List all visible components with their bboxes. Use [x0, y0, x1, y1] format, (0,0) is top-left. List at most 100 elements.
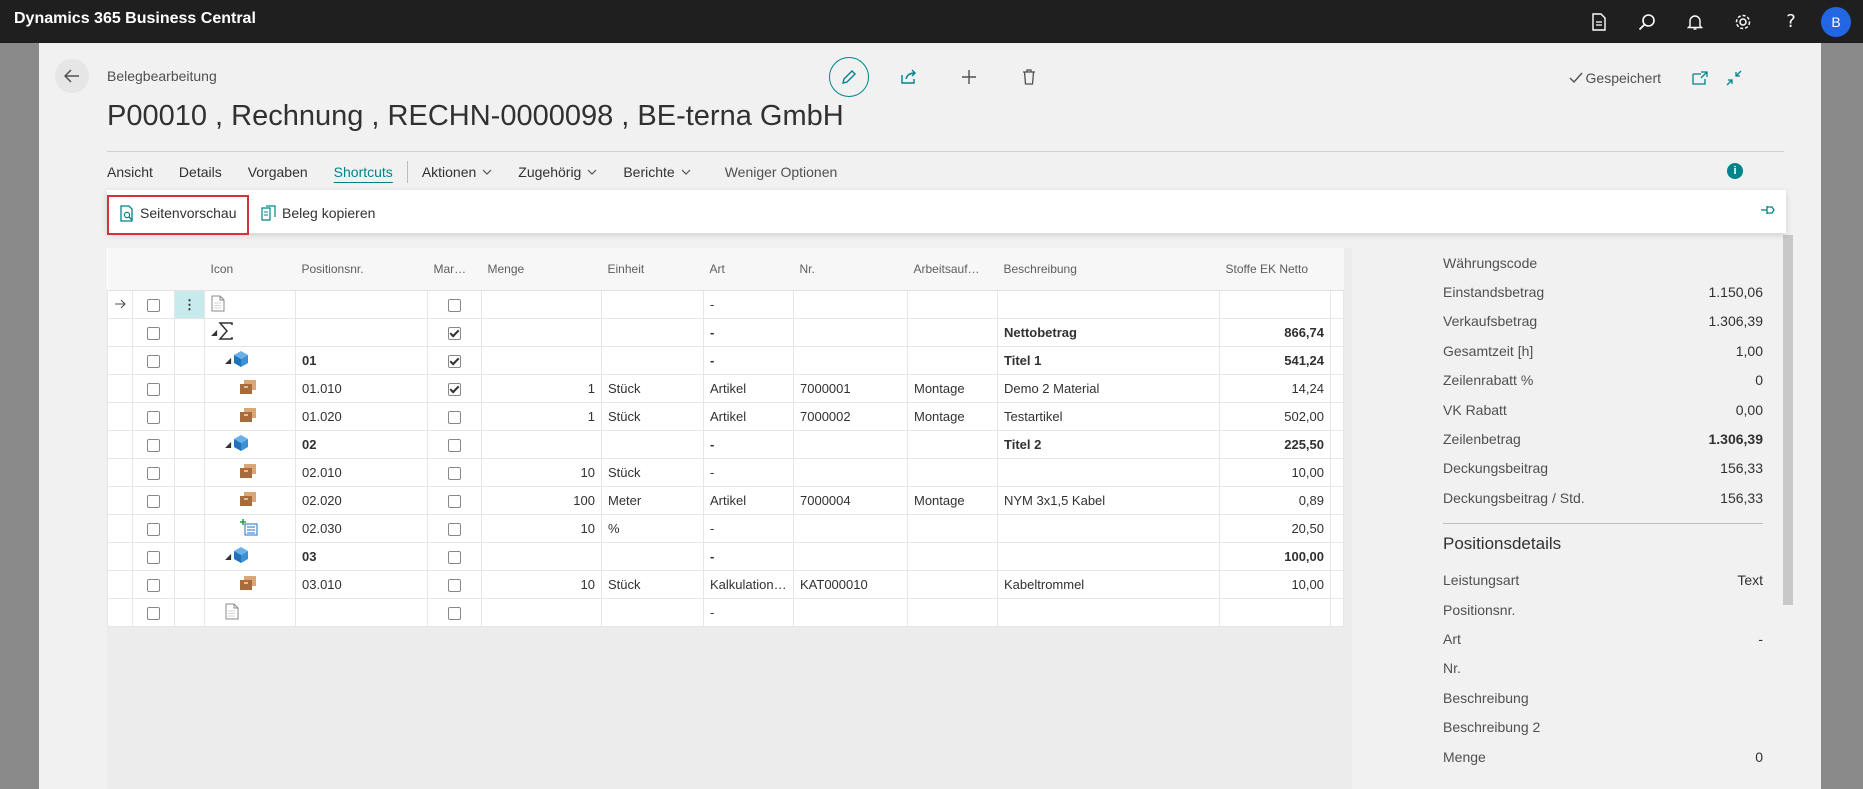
cell-quantity[interactable]: 10	[481, 458, 602, 487]
table-row[interactable]: 01.020 1 Stück Artikel 7000002 Montage Testart…	[107, 402, 1344, 431]
menu-details[interactable]: Details	[178, 164, 222, 180]
cell-work-type[interactable]	[907, 542, 998, 571]
cell-quantity[interactable]: 1	[481, 402, 602, 431]
cell-unit[interactable]: Stück	[601, 458, 704, 487]
row-actions-button[interactable]	[174, 570, 205, 599]
row-select-checkbox[interactable]	[132, 486, 175, 515]
cell-quantity[interactable]	[481, 542, 602, 571]
cell-position[interactable]: 01	[295, 346, 428, 375]
cell-cost-net[interactable]: 10,00	[1219, 458, 1331, 487]
table-row[interactable]: ⋮ -	[107, 290, 1344, 319]
cell-position[interactable]: 03	[295, 542, 428, 571]
cell-unit[interactable]: Stück	[601, 570, 704, 599]
cell-number[interactable]	[793, 458, 908, 487]
cell-description[interactable]	[997, 542, 1220, 571]
row-select-checkbox[interactable]	[132, 458, 175, 487]
cell-marked[interactable]	[427, 374, 482, 403]
cell-marked[interactable]	[427, 458, 482, 487]
col-header-icon[interactable]: Icon	[204, 248, 296, 291]
table-row[interactable]: ◢ 01 - Titel 1 541,24	[107, 346, 1344, 375]
cell-marked[interactable]	[427, 430, 482, 459]
cell-work-type[interactable]: Montage	[907, 374, 998, 403]
row-select-checkbox[interactable]	[132, 402, 175, 431]
cell-work-type[interactable]	[907, 514, 998, 543]
factbox-value[interactable]: 0	[1755, 372, 1763, 389]
row-select-checkbox[interactable]	[132, 514, 175, 543]
factbox-value[interactable]: Text	[1737, 572, 1763, 589]
cell-work-type[interactable]	[907, 598, 998, 627]
cell-quantity[interactable]: 100	[481, 486, 602, 515]
scrollbar-thumb[interactable]	[1783, 235, 1793, 605]
cell-position[interactable]: 01.020	[295, 402, 428, 431]
col-header-marked[interactable]: Mar…	[427, 248, 482, 291]
cell-description[interactable]: Kabeltrommel	[997, 570, 1220, 599]
row-actions-button[interactable]: ⋮	[174, 290, 205, 319]
factbox-value[interactable]: 1.306,39	[1708, 313, 1764, 330]
cell-number[interactable]	[793, 514, 908, 543]
table-row[interactable]: 01.010 1 Stück Artikel 7000001 Montage Demo 2 …	[107, 374, 1344, 403]
cell-work-type[interactable]	[907, 318, 998, 347]
share-button[interactable]	[879, 57, 939, 97]
cell-description[interactable]	[997, 514, 1220, 543]
cell-number[interactable]: 7000004	[793, 486, 908, 515]
cell-quantity[interactable]: 1	[481, 374, 602, 403]
row-select-checkbox[interactable]	[132, 542, 175, 571]
cell-cost-net[interactable]: 20,50	[1219, 514, 1331, 543]
cell-unit[interactable]	[601, 598, 704, 627]
cell-quantity[interactable]	[481, 346, 602, 375]
cell-cost-net[interactable]: 502,00	[1219, 402, 1331, 431]
row-select-checkbox[interactable]	[132, 570, 175, 599]
row-select-checkbox[interactable]	[132, 598, 175, 627]
cell-position[interactable]: 02.030	[295, 514, 428, 543]
cell-cost-net[interactable]: 541,24	[1219, 346, 1331, 375]
cell-number[interactable]	[793, 430, 908, 459]
cell-unit[interactable]	[601, 430, 704, 459]
cell-description[interactable]: Testartikel	[997, 402, 1220, 431]
menu-zugehoerig[interactable]: Zugehörig	[518, 164, 597, 180]
delete-button[interactable]	[999, 57, 1059, 97]
table-row[interactable]: -	[107, 598, 1344, 627]
row-actions-button[interactable]	[174, 346, 205, 375]
cell-description[interactable]	[997, 290, 1220, 319]
cell-work-type[interactable]: Montage	[907, 486, 998, 515]
user-avatar[interactable]: B	[1821, 6, 1851, 37]
cell-unit[interactable]	[601, 542, 704, 571]
cell-unit[interactable]	[601, 346, 704, 375]
cell-description[interactable]: Demo 2 Material	[997, 374, 1220, 403]
cell-quantity[interactable]	[481, 430, 602, 459]
cell-quantity[interactable]	[481, 318, 602, 347]
cell-cost-net[interactable]: 10,00	[1219, 570, 1331, 599]
cell-number[interactable]	[793, 290, 908, 319]
cell-unit[interactable]: %	[601, 514, 704, 543]
row-select-checkbox[interactable]	[132, 430, 175, 459]
cell-work-type[interactable]	[907, 430, 998, 459]
menu-ansicht[interactable]: Ansicht	[107, 164, 153, 180]
cell-description[interactable]: NYM 3x1,5 Kabel	[997, 486, 1220, 515]
collapse-button[interactable]	[1717, 63, 1751, 93]
gear-icon[interactable]	[1719, 0, 1767, 43]
col-header-position[interactable]: Positionsnr.	[295, 248, 428, 291]
scrollbar[interactable]	[1781, 233, 1795, 789]
table-row[interactable]: 02.010 10 Stück - 10,00	[107, 458, 1344, 487]
menu-shortcuts[interactable]: Shortcuts	[333, 164, 393, 180]
table-row[interactable]: 02.030 10% - 20,50	[107, 514, 1344, 543]
cell-work-type[interactable]	[907, 570, 998, 599]
factbox-value[interactable]: 156,33	[1720, 489, 1763, 506]
cell-type[interactable]: -	[703, 598, 794, 627]
cell-type[interactable]: Artikel	[703, 402, 794, 431]
row-actions-button[interactable]	[174, 402, 205, 431]
cell-type[interactable]: -	[703, 514, 794, 543]
cell-position[interactable]	[295, 318, 428, 347]
cell-cost-net[interactable]: 225,50	[1219, 430, 1331, 459]
back-button[interactable]	[55, 59, 89, 93]
cell-number[interactable]	[793, 346, 908, 375]
col-header-cost-net[interactable]: Stoffe EK Netto	[1219, 248, 1331, 291]
open-new-window-button[interactable]	[1683, 63, 1717, 93]
col-header-quantity[interactable]: Menge	[481, 248, 602, 291]
cell-number[interactable]	[793, 318, 908, 347]
cell-cost-net[interactable]: 866,74	[1219, 318, 1331, 347]
cell-cost-net[interactable]: 0,89	[1219, 486, 1331, 515]
cell-type[interactable]: -	[703, 318, 794, 347]
row-select-checkbox[interactable]	[132, 318, 175, 347]
row-select-checkbox[interactable]	[132, 374, 175, 403]
